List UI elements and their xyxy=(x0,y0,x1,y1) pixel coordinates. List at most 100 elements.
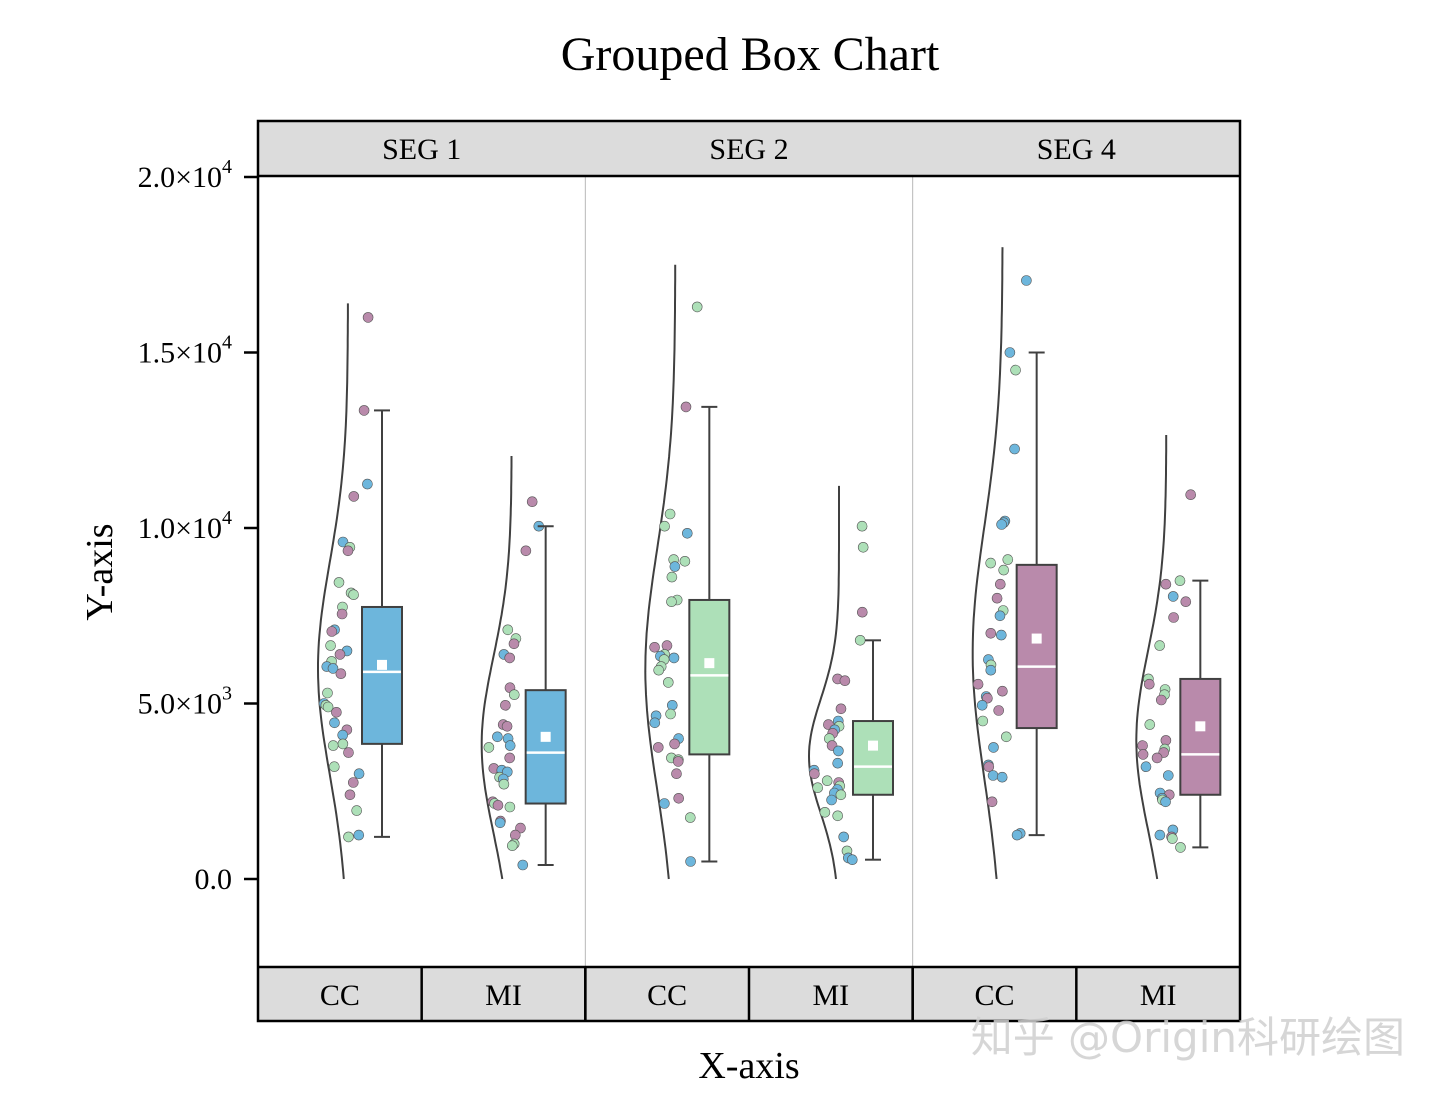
box-group xyxy=(1135,435,1222,880)
data-point xyxy=(994,610,1006,622)
y-tick-mantissa: 0.0 xyxy=(195,863,233,896)
data-point xyxy=(666,571,678,583)
data-point xyxy=(353,768,365,780)
top-strip-background xyxy=(258,121,1240,176)
data-point xyxy=(1144,678,1155,690)
data-point xyxy=(649,641,660,653)
data-point xyxy=(508,689,520,701)
data-point xyxy=(1160,735,1172,746)
data-point xyxy=(856,606,868,618)
data-point xyxy=(358,405,370,416)
data-point xyxy=(504,752,516,764)
data-point xyxy=(1137,740,1148,751)
data-point xyxy=(835,703,847,715)
data-point xyxy=(679,555,691,567)
data-point xyxy=(1154,829,1166,841)
data-point xyxy=(526,496,538,508)
mean-marker xyxy=(1031,633,1042,644)
data-point xyxy=(819,806,831,818)
data-point xyxy=(659,798,670,809)
data-point xyxy=(998,564,1010,576)
data-point xyxy=(500,699,511,711)
density-curve xyxy=(644,264,677,880)
y-tick-label-text: 2.0×104 xyxy=(138,156,232,194)
data-point xyxy=(1154,640,1165,651)
data-point xyxy=(1144,719,1156,730)
data-point xyxy=(506,840,518,852)
data-point xyxy=(826,794,837,806)
data-point xyxy=(661,640,673,651)
data-point xyxy=(976,699,988,711)
mean-marker xyxy=(377,659,387,670)
data-point xyxy=(326,626,338,637)
data-point xyxy=(666,596,677,608)
data-point xyxy=(508,638,520,650)
data-point xyxy=(1167,591,1179,602)
data-point xyxy=(492,799,504,811)
data-point xyxy=(325,640,336,651)
y-tick-exponent: 3 xyxy=(222,683,232,705)
data-point xyxy=(669,561,681,572)
data-point xyxy=(1180,596,1192,608)
category-label: CC xyxy=(647,979,687,1012)
data-point xyxy=(985,664,997,676)
data-point xyxy=(996,771,1008,783)
density-curve xyxy=(1135,435,1168,880)
data-point xyxy=(995,629,1007,641)
box-iqr xyxy=(852,720,894,796)
data-point xyxy=(1011,829,1023,841)
y-tick-label: 5.0×103 xyxy=(138,683,232,721)
box-group xyxy=(480,456,567,880)
data-point xyxy=(1175,842,1186,853)
data-point xyxy=(1004,347,1016,358)
data-point xyxy=(985,627,997,639)
data-point xyxy=(977,715,989,727)
data-point xyxy=(322,687,333,699)
data-point xyxy=(1160,578,1172,590)
plot-frame xyxy=(256,119,1242,1023)
data-point xyxy=(333,577,345,588)
data-point xyxy=(353,829,365,841)
data-point xyxy=(504,801,516,813)
data-point xyxy=(854,634,866,646)
category-label: CC xyxy=(320,979,360,1012)
data-point xyxy=(1002,554,1014,565)
category-label: CC xyxy=(974,979,1014,1012)
y-tick-exponent: 4 xyxy=(222,332,232,354)
data-point xyxy=(1140,761,1152,773)
data-point xyxy=(347,777,359,788)
data-point xyxy=(972,678,984,690)
data-point xyxy=(986,796,998,808)
data-point xyxy=(659,520,670,532)
data-point xyxy=(504,740,516,751)
box-iqr xyxy=(1015,563,1058,730)
data-point xyxy=(1174,575,1186,587)
data-point xyxy=(1137,749,1149,760)
data-point xyxy=(492,731,503,743)
data-point xyxy=(832,810,844,822)
segment-label: SEG 4 xyxy=(1037,133,1116,166)
y-tick-exponent: 4 xyxy=(222,507,232,529)
data-point xyxy=(649,717,661,729)
data-point xyxy=(652,742,664,753)
data-point xyxy=(1168,612,1179,623)
y-tick-label-text: 1.0×104 xyxy=(138,507,232,545)
data-point xyxy=(329,717,340,729)
data-point xyxy=(337,729,349,741)
box-group xyxy=(971,247,1058,880)
y-axis-label: Y-axis xyxy=(79,523,121,620)
y-tick-label: 2.0×104 xyxy=(138,156,232,194)
y-tick-label: 1.5×104 xyxy=(138,332,232,370)
data-point xyxy=(691,301,703,313)
data-point xyxy=(498,778,510,790)
data-point xyxy=(669,738,680,750)
data-point xyxy=(494,817,506,829)
data-point xyxy=(666,699,678,711)
data-point xyxy=(662,677,674,688)
plot-area: SEG 1 SEG 2 SEG 4 CC MI CC MI CC MI 0.0 5.0×103 1.0… xyxy=(138,119,1242,1023)
data-point xyxy=(342,545,354,557)
data-point xyxy=(671,768,682,780)
data-point xyxy=(327,740,339,751)
data-point xyxy=(997,685,1008,697)
